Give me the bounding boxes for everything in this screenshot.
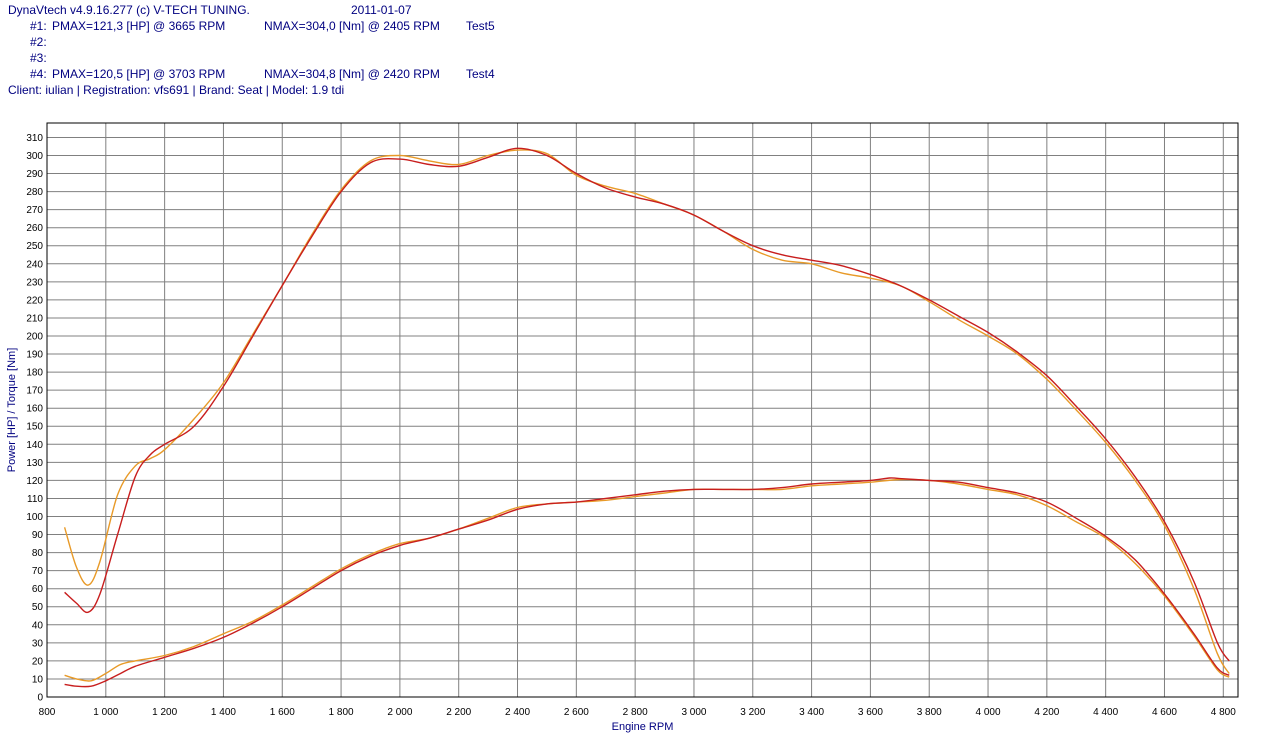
run-id-4: #4:: [30, 67, 47, 81]
y-tick-label: 10: [32, 674, 44, 685]
test5-power-curve: [64, 477, 1230, 688]
grid: [46, 123, 1238, 698]
x-tick-label: 3 200: [740, 707, 765, 718]
x-tick-label: 2 200: [446, 707, 471, 718]
y-tick-label: 190: [26, 350, 43, 361]
run-nmax-4: NMAX=304,8 [Nm] @ 2420 RPM: [264, 67, 440, 81]
y-tick-label: 230: [26, 277, 43, 288]
run-id-1: #1:: [30, 19, 47, 33]
run-name-4: Test4: [466, 67, 495, 81]
y-tick-label: 50: [32, 602, 44, 613]
y-tick-label: 210: [26, 313, 43, 324]
y-tick-label: 60: [32, 584, 44, 595]
y-tick-label: 110: [27, 494, 43, 505]
x-tick-label: 4 400: [1093, 707, 1118, 718]
x-tick-label: 1 800: [329, 707, 354, 718]
x-tick-label: 3 600: [858, 707, 883, 718]
x-tick-label: 4 600: [1152, 707, 1177, 718]
y-tick-label: 20: [32, 656, 44, 667]
y-tick-label: 220: [26, 295, 43, 306]
y-tick-label: 310: [26, 133, 43, 144]
y-tick-label: 90: [32, 530, 44, 541]
y-tick-labels: 0 10 20 30 40 50 60 70 80 90 100 110 120 130 140 150 160…: [26, 133, 43, 704]
x-tick-label: 800: [39, 707, 56, 718]
x-tick-label: 4 000: [976, 707, 1001, 718]
y-tick-label: 250: [26, 241, 43, 252]
y-tick-label: 300: [26, 151, 43, 162]
x-axis-label: Engine RPM: [612, 721, 674, 733]
y-tick-label: 200: [26, 331, 43, 342]
run-id-2: #2:: [30, 35, 47, 49]
y-tick-label: 120: [26, 476, 43, 487]
x-tick-label: 4 800: [1211, 707, 1236, 718]
y-tick-label: 100: [26, 512, 43, 523]
curves: [63, 147, 1230, 688]
y-tick-label: 270: [26, 205, 43, 216]
y-tick-label: 130: [26, 458, 43, 469]
y-tick-label: 40: [32, 620, 44, 631]
x-tick-label: 1 600: [270, 707, 295, 718]
run-pmax-4: PMAX=120,5 [HP] @ 3703 RPM: [52, 67, 226, 81]
run-pmax-1: PMAX=121,3 [HP] @ 3665 RPM: [52, 19, 226, 33]
x-tick-label: 1 400: [211, 707, 236, 718]
run-id-3: #3:: [30, 51, 47, 65]
client-info: Client: iulian | Registration: vfs691 | …: [8, 83, 345, 97]
y-tick-label: 260: [26, 223, 43, 234]
run-name-1: Test5: [466, 19, 495, 33]
x-tick-labels: 800 1 000 1 200 1 400 1 600 1 800 2 000 2 200 2 …: [39, 707, 1237, 718]
x-tick-label: 1 000: [93, 707, 118, 718]
y-tick-label: 180: [26, 368, 43, 379]
test5-torque-curve: [64, 147, 1230, 662]
x-tick-label: 3 400: [799, 707, 824, 718]
y-tick-label: 170: [26, 386, 43, 397]
test4-torque-curve: [63, 149, 1230, 674]
y-tick-label: 160: [26, 404, 43, 415]
x-tick-label: 2 000: [387, 707, 412, 718]
test4-power-curve: [64, 478, 1230, 682]
y-tick-label: 0: [37, 693, 43, 704]
y-tick-label: 290: [26, 169, 43, 180]
x-tick-label: 2 800: [623, 707, 648, 718]
run-nmax-1: NMAX=304,0 [Nm] @ 2405 RPM: [264, 19, 440, 33]
y-tick-label: 70: [32, 566, 44, 577]
y-tick-label: 280: [26, 187, 43, 198]
test-date: 2011-01-07: [351, 3, 412, 17]
plot-frame: [46, 122, 1239, 698]
x-tick-label: 4 200: [1034, 707, 1059, 718]
y-tick-label: 150: [26, 422, 43, 433]
y-tick-label: 30: [32, 638, 44, 649]
y-axis-label: Power [HP] / Torque [Nm]: [6, 348, 18, 473]
app-title: DynaVtech v4.9.16.277 (c) V-TECH TUNING.: [8, 3, 250, 17]
y-tick-label: 140: [26, 440, 43, 451]
x-tick-label: 2 400: [505, 707, 530, 718]
x-tick-label: 1 200: [152, 707, 177, 718]
x-tick-label: 3 800: [917, 707, 942, 718]
y-tick-label: 80: [32, 548, 44, 559]
x-tick-label: 3 000: [681, 707, 706, 718]
x-tick-label: 2 600: [564, 707, 589, 718]
y-tick-label: 240: [26, 259, 43, 270]
